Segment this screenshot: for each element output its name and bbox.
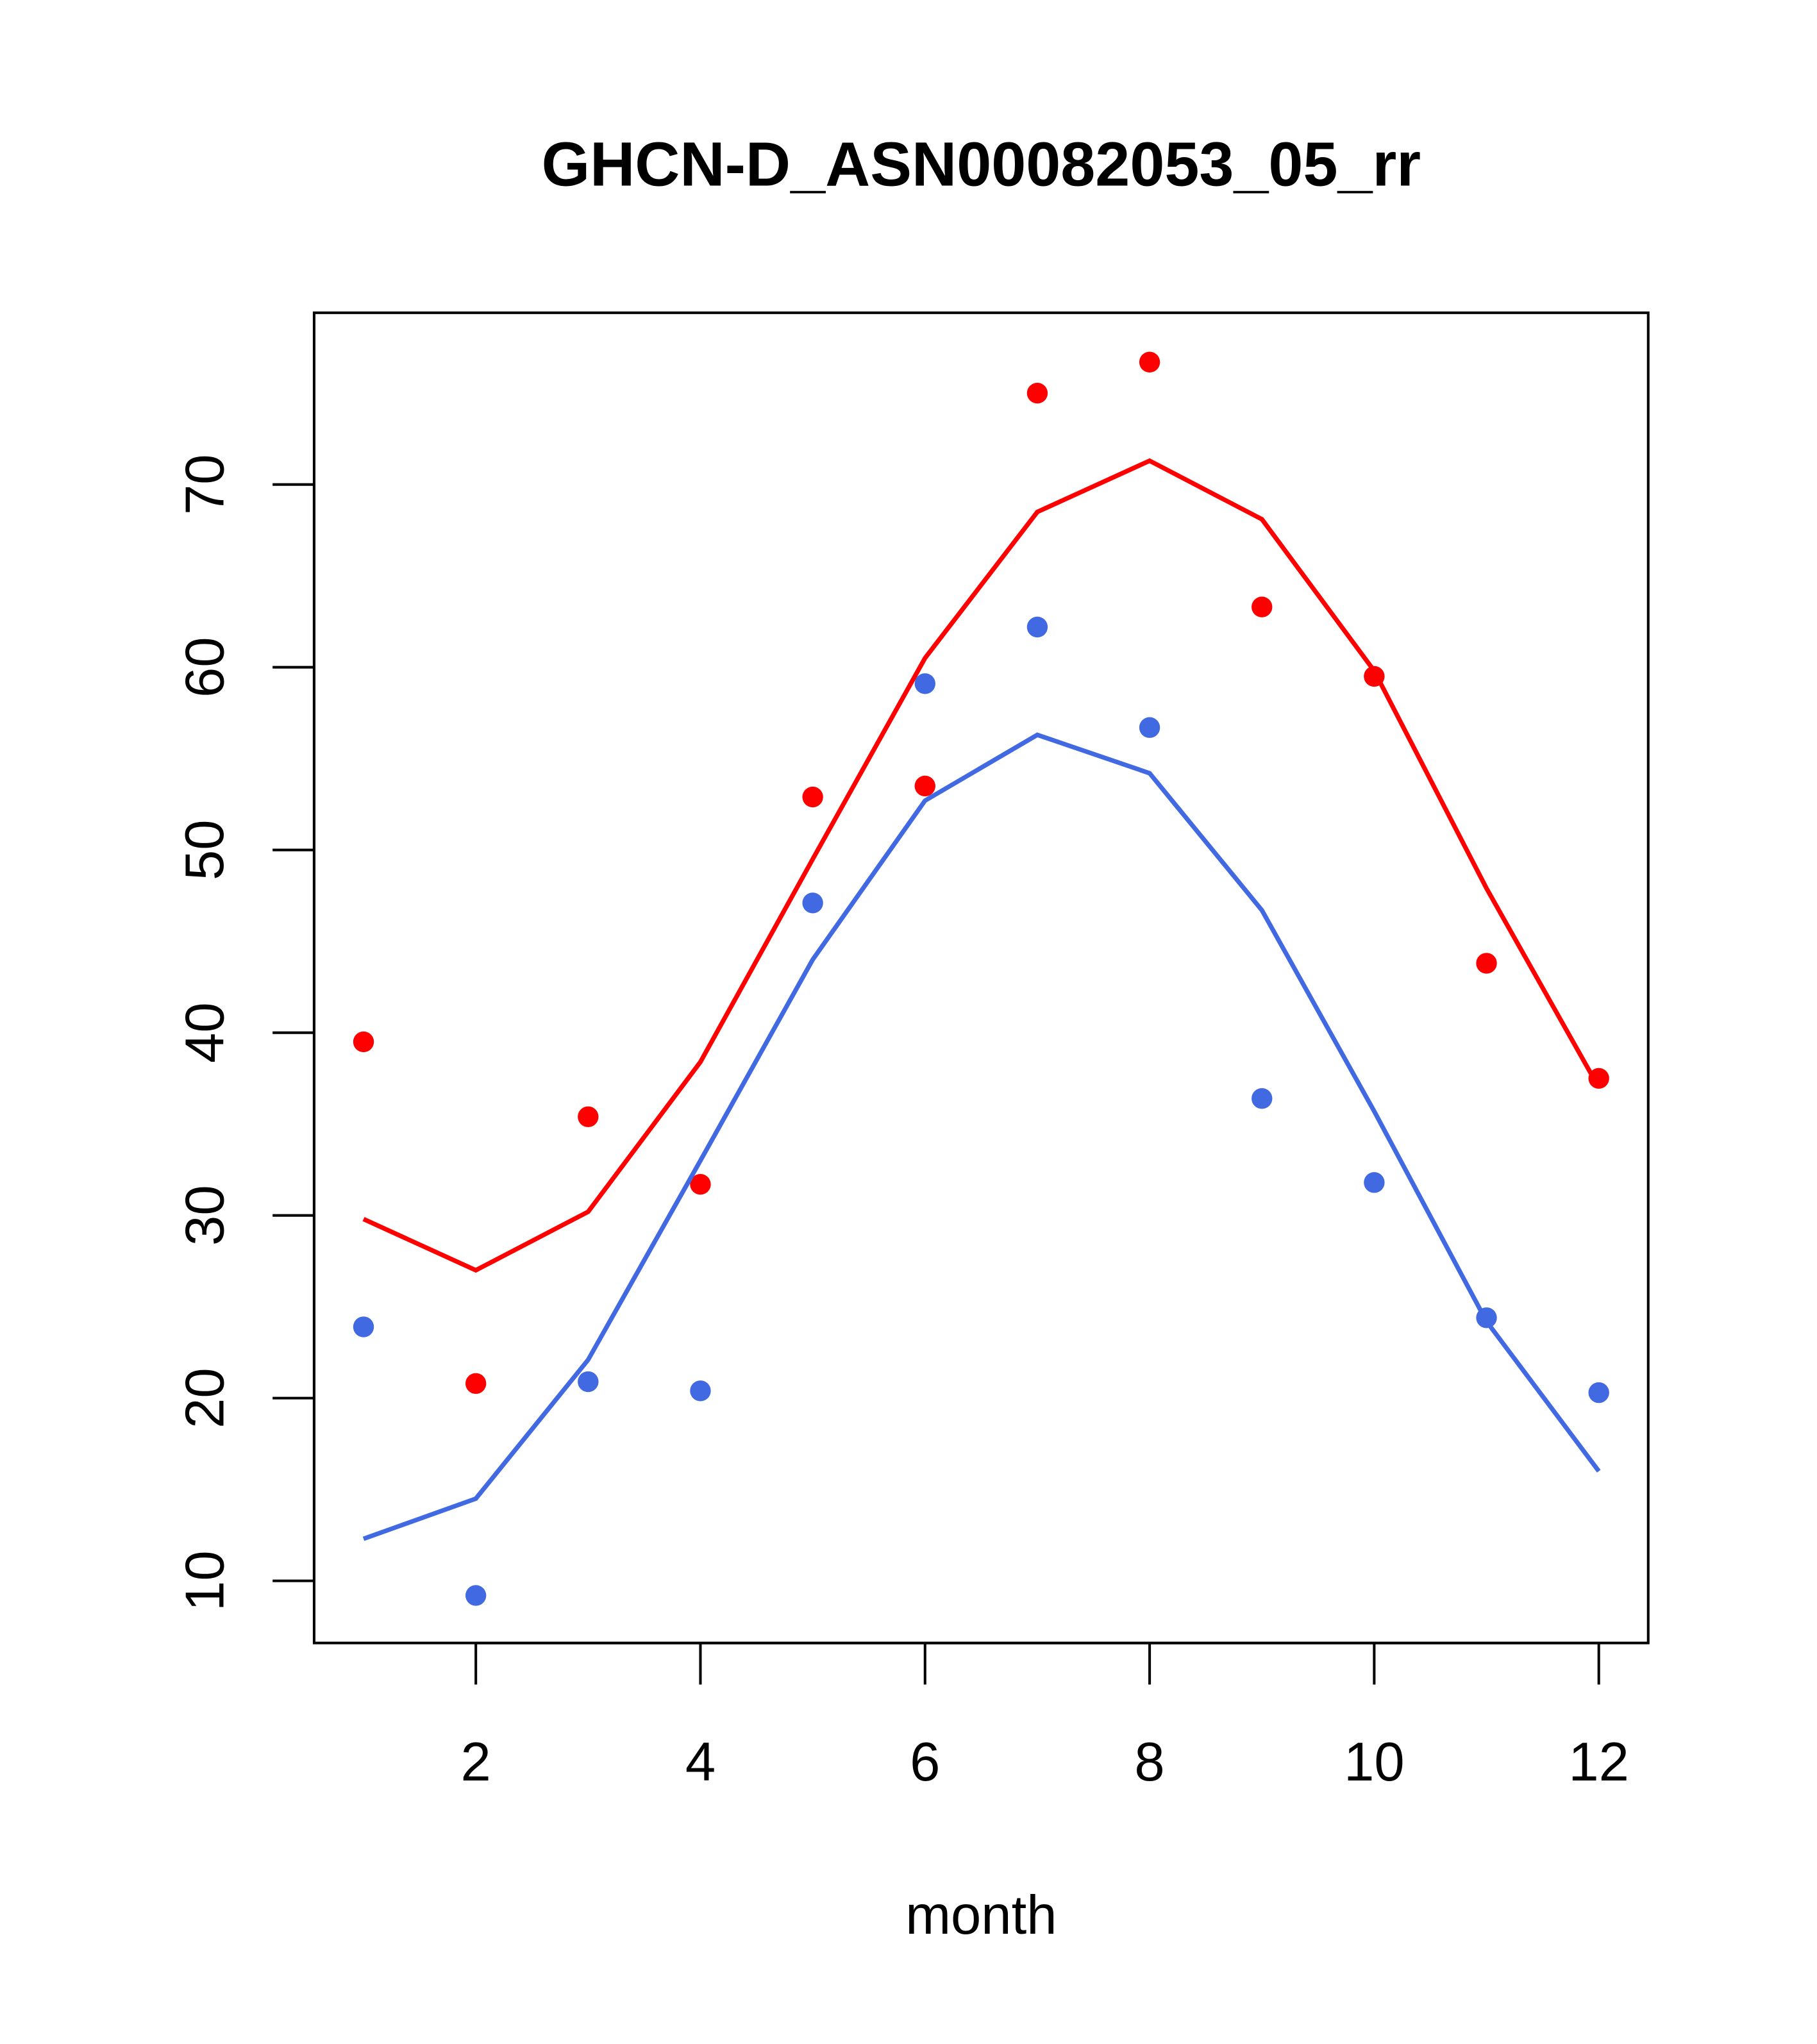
x-axis-label: month <box>905 1885 1057 1946</box>
data-point-0-0 <box>353 1031 374 1053</box>
x-tick-label: 12 <box>1568 1732 1629 1793</box>
data-point-0-5 <box>914 775 935 797</box>
series-line-3 <box>362 732 1601 1541</box>
y-tick-label: 50 <box>174 819 235 880</box>
data-point-0-11 <box>1588 1068 1609 1089</box>
data-point-0-1 <box>465 1373 487 1395</box>
data-point-0-10 <box>1476 953 1497 974</box>
y-tick-label: 40 <box>174 1002 235 1063</box>
x-axis: 2 4 6 8 10 12 <box>461 1641 1629 1793</box>
data-point-2-1 <box>465 1585 487 1606</box>
y-tick-label: 10 <box>174 1550 235 1611</box>
x-tick-label: 4 <box>685 1732 716 1793</box>
data-point-2-5 <box>914 673 935 694</box>
y-tick-label: 20 <box>174 1368 235 1428</box>
data-point-2-0 <box>353 1316 374 1337</box>
data-point-2-2 <box>578 1371 599 1393</box>
chart-title: GHCN-D_ASN00082053_05_rr <box>542 129 1421 199</box>
x-tick-label: 10 <box>1344 1732 1405 1793</box>
x-tick-label: 2 <box>461 1732 491 1793</box>
data-point-2-9 <box>1364 1172 1385 1193</box>
y-tick-label: 30 <box>174 1185 235 1246</box>
data-point-2-3 <box>690 1380 711 1402</box>
data-point-0-3 <box>690 1174 711 1195</box>
data-point-0-7 <box>1139 351 1160 373</box>
y-tick-label: 60 <box>174 637 235 698</box>
plot-frame <box>312 311 1650 1645</box>
y-axis: 10 20 30 40 50 60 70 <box>174 454 315 1611</box>
data-point-2-4 <box>802 892 823 914</box>
data-point-0-6 <box>1026 383 1048 404</box>
data-point-2-11 <box>1588 1382 1609 1403</box>
series-line-1 <box>362 458 1601 1273</box>
data-point-2-6 <box>1026 616 1048 638</box>
data-point-2-8 <box>1252 1088 1273 1109</box>
x-tick-label: 6 <box>910 1732 940 1793</box>
data-point-0-8 <box>1252 596 1273 617</box>
y-tick-label: 70 <box>174 454 235 515</box>
data-point-0-2 <box>578 1106 599 1127</box>
plot-marks <box>353 351 1609 1606</box>
x-tick-label: 8 <box>1134 1732 1164 1793</box>
data-point-2-7 <box>1139 717 1160 738</box>
data-point-0-4 <box>802 786 823 808</box>
